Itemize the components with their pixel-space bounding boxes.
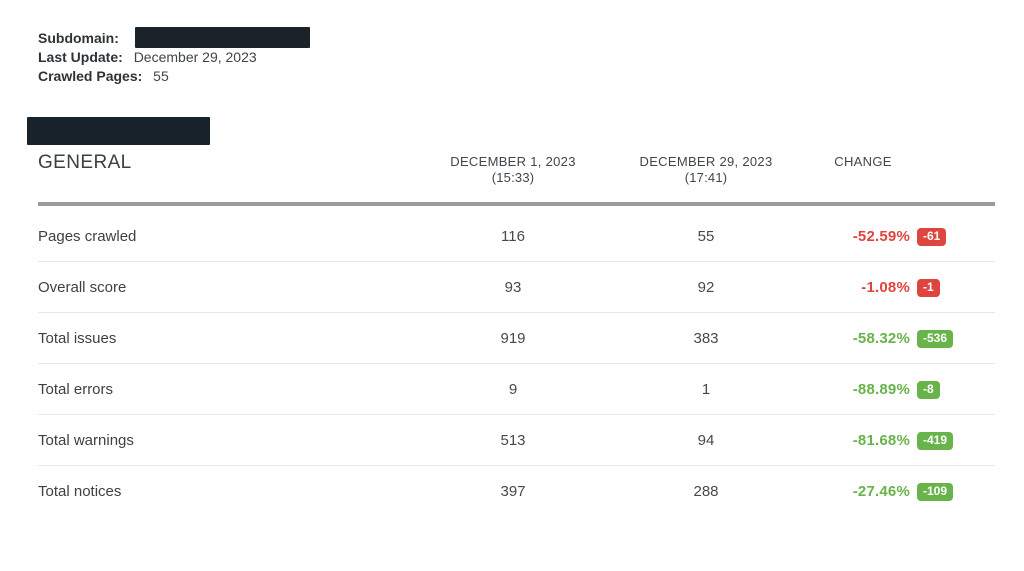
table-header-row: GENERAL DECEMBER 1, 2023 (15:33) DECEMBE… <box>38 151 995 202</box>
change-badge: -419 <box>917 431 954 450</box>
section-title: GENERAL <box>38 152 132 173</box>
audit-summary: Subdomain: Last Update: December 29, 202… <box>38 27 310 86</box>
change-badge: -1 <box>917 278 940 297</box>
table-row-pages-crawled: Pages crawled 116 55 -52.59% -61 <box>38 211 995 262</box>
column-header-dec29-date: DECEMBER 29, 2023 <box>639 154 773 169</box>
change-percent: -81.68% <box>852 431 910 449</box>
general-comparison-table: GENERAL DECEMBER 1, 2023 (15:33) DECEMBE… <box>38 151 995 517</box>
column-header-dec29-time: (17:41) <box>684 170 728 185</box>
column-header-change: CHANGE <box>834 154 892 169</box>
value-dec1: 513 <box>500 431 526 449</box>
table-row-total-errors: Total errors 9 1 -88.89% -8 <box>38 364 995 415</box>
metric-label: Total notices <box>38 483 122 500</box>
metric-label: Overall score <box>38 278 127 296</box>
metric-label: Total issues <box>38 329 117 347</box>
table-body: Pages crawled 116 55 -52.59% -61 Overall… <box>38 211 995 517</box>
value-dec1: 116 <box>501 227 525 245</box>
change-cell: -52.59% -61 <box>779 227 995 246</box>
change-percent: -1.08% <box>861 278 910 296</box>
table-row-total-notices: Total notices 397 288 -27.46% -109 <box>38 466 995 517</box>
change-badge: -109 <box>917 483 954 501</box>
change-badge: -8 <box>917 380 940 399</box>
last-update-line: Last Update: December 29, 2023 <box>38 48 310 67</box>
redacted-subdomain-value <box>134 27 310 49</box>
last-update-value: December 29, 2023 <box>133 49 257 65</box>
column-header-dec29: DECEMBER 29, 2023 (17:41) <box>633 151 779 186</box>
change-badge-wrap: -8 <box>917 380 959 399</box>
metric-label: Pages crawled <box>38 227 137 245</box>
change-cell: -88.89% -8 <box>779 380 995 399</box>
value-dec1: 9 <box>508 380 518 398</box>
change-cell: -27.46% -109 <box>779 482 995 501</box>
column-header-dec1: DECEMBER 1, 2023 (15:33) <box>393 151 633 186</box>
change-cell: -58.32% -536 <box>779 329 995 348</box>
change-badge-wrap: -419 <box>917 431 959 450</box>
crawled-pages-value: 55 <box>153 68 169 84</box>
subdomain-line: Subdomain: <box>38 27 310 49</box>
change-badge: -61 <box>917 227 947 246</box>
metric-label: Total warnings <box>38 431 134 449</box>
redacted-site-title <box>27 117 210 145</box>
value-dec1: 919 <box>500 329 526 347</box>
change-percent: -52.59% <box>852 227 910 245</box>
change-cell: -81.68% -419 <box>779 431 995 450</box>
value-dec29: 383 <box>693 329 719 347</box>
crawled-pages-line: Crawled Pages: 55 <box>38 67 310 86</box>
crawled-pages-label: Crawled Pages: <box>38 68 143 84</box>
value-dec29: 94 <box>697 431 715 449</box>
change-percent: -88.89% <box>852 380 910 398</box>
change-badge-wrap: -1 <box>917 278 959 297</box>
value-dec29: 92 <box>697 278 715 296</box>
change-badge-wrap: -109 <box>917 482 959 501</box>
value-dec29: 288 <box>693 483 719 500</box>
value-dec1: 397 <box>500 483 526 500</box>
change-percent: -58.32% <box>852 329 910 347</box>
metric-label: Total errors <box>38 380 114 398</box>
table-row-total-warnings: Total warnings 513 94 -81.68% -419 <box>38 415 995 466</box>
column-header-dec1-date: DECEMBER 1, 2023 <box>450 154 576 169</box>
value-dec29: 55 <box>697 227 715 245</box>
subdomain-label: Subdomain: <box>38 30 119 46</box>
value-dec1: 93 <box>504 278 522 296</box>
change-percent: -27.46% <box>852 483 910 500</box>
table-row-overall-score: Overall score 93 92 -1.08% -1 <box>38 262 995 313</box>
table-row-total-issues: Total issues 919 383 -58.32% -536 <box>38 313 995 364</box>
change-cell: -1.08% -1 <box>779 278 995 297</box>
header-divider <box>38 202 995 206</box>
last-update-label: Last Update: <box>38 49 123 65</box>
change-badge-wrap: -536 <box>917 329 959 348</box>
change-badge: -536 <box>917 329 954 348</box>
change-badge-wrap: -61 <box>917 227 959 246</box>
value-dec29: 1 <box>701 380 711 398</box>
column-header-dec1-time: (15:33) <box>491 170 535 185</box>
